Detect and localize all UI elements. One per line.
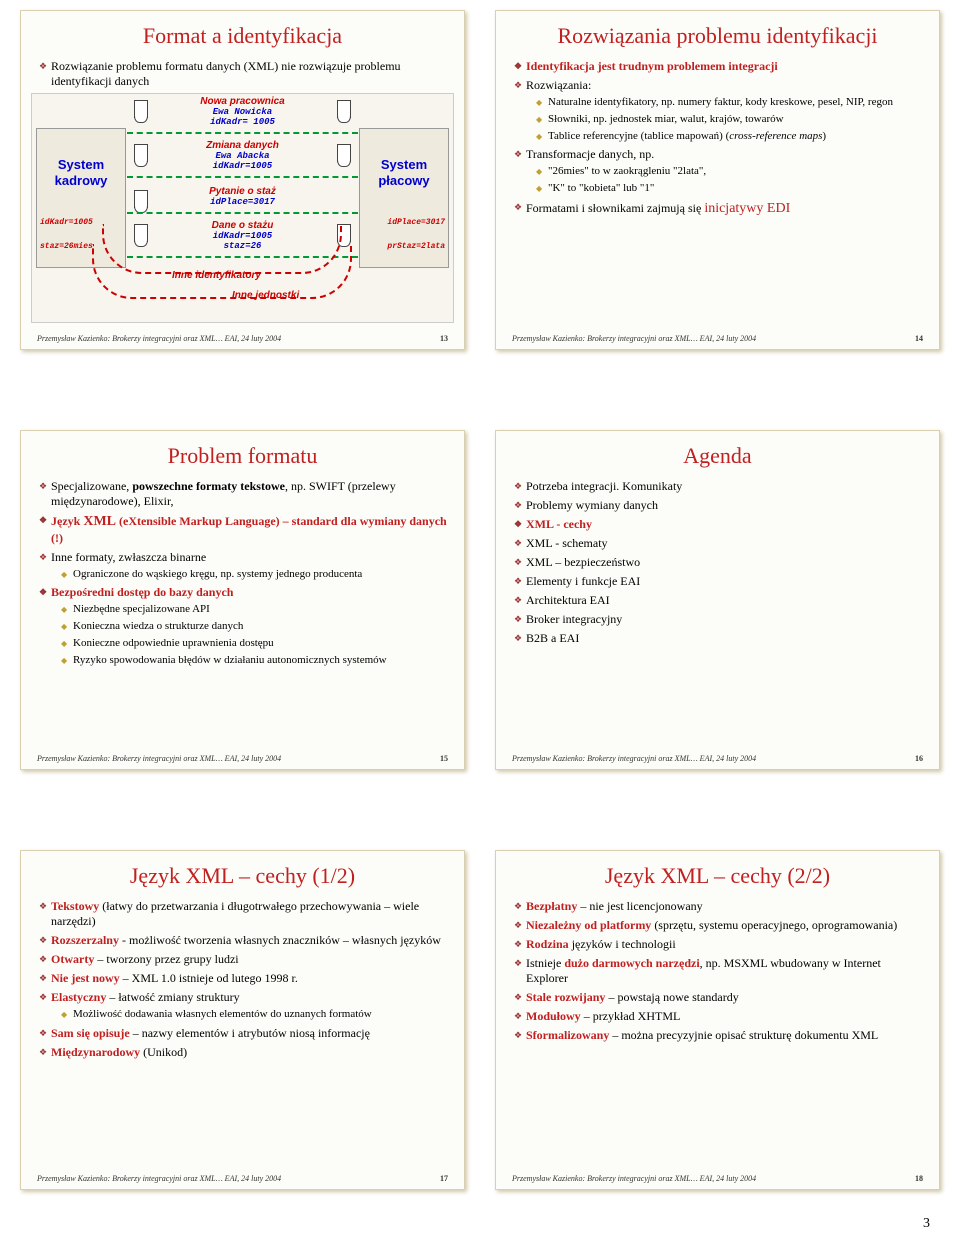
slide-footer: Przemysław Kazienko: Brokerzy integracyj… [37, 1174, 448, 1183]
li: Konieczna wiedza o strukturze danych [73, 620, 448, 634]
li: Formatami i słownikami zajmują się inicj… [526, 200, 923, 218]
li: Sam się opisuje – nazwy elementów i atry… [51, 1026, 448, 1041]
li: Elementy i funkcje EAI [526, 574, 923, 589]
li: Problemy wymiany danych [526, 498, 923, 513]
diagram: Systemkadrowy Systempłacowy Nowa pracown… [31, 93, 454, 323]
slide-footer: Przemysław Kazienko: Brokerzy integracyj… [512, 1174, 923, 1183]
anno-jednostki: Inne jednostki [232, 290, 299, 301]
li: Ryzyko spowodowania błędów w działaniu a… [73, 654, 448, 668]
tag-left-id: idKadr=1005 [40, 218, 93, 227]
li: "26mies" to w zaokrągleniu "2lata", [548, 165, 923, 179]
li: Specjalizowane, powszechne formaty tekst… [51, 479, 448, 509]
li: Możliwość dodawania własnych elementów d… [73, 1008, 448, 1022]
li: Identyfikacja jest trudnym problemem int… [526, 59, 923, 74]
doc-icon [337, 144, 351, 162]
li: Broker integracyjny [526, 612, 923, 627]
slide-16: Agenda Potrzeba integracji. Komunikaty P… [495, 430, 940, 770]
li: Słowniki, np. jednostek miar, walut, kra… [548, 113, 923, 127]
tag-right-id: idPlace=3017 [387, 218, 445, 227]
arrow [127, 176, 358, 178]
slide-footer: Przemysław Kazienko: Brokerzy integracyj… [512, 754, 923, 763]
slide-14: Rozwiązania problemu identyfikacji Ident… [495, 10, 940, 350]
doc-icon [337, 100, 351, 118]
slide-footer: Przemysław Kazienko: Brokerzy integracyj… [37, 754, 448, 763]
li: Konieczne odpowiednie uprawnienia dostęp… [73, 637, 448, 651]
slide-title: Problem formatu [37, 443, 448, 469]
li: B2B a EAI [526, 631, 923, 646]
slide-17: Język XML – cechy (1/2) Tekstowy (łatwy … [20, 850, 465, 1190]
li: Bezpośredni dostęp do bazy danych Niezbę… [51, 585, 448, 667]
li: Otwarty – tworzony przez grupy ludzi [51, 952, 448, 967]
li: Modułowy – przykład XHTML [526, 1009, 923, 1024]
li: Architektura EAI [526, 593, 923, 608]
anno-ident: Inne identyfikatory [172, 270, 261, 281]
li: Rozszerzalny - możliwość tworzenia własn… [51, 933, 448, 948]
li: Tablice referencyjne (tablice mapowań) (… [548, 130, 923, 144]
li: Międzynarodowy (Unikod) [51, 1045, 448, 1060]
arrow [127, 132, 358, 134]
li: Bezpłatny – nie jest licencjonowany [526, 899, 923, 914]
li: Inne formaty, zwłaszcza binarne Ogranicz… [51, 550, 448, 582]
li: Ograniczone do wąskiego kręgu, np. syste… [73, 568, 448, 582]
arrow [127, 212, 358, 214]
li: Niezbędne specjalizowane API [73, 603, 448, 617]
slide-title: Agenda [512, 443, 923, 469]
li: "K" to "kobieta" lub "1" [548, 182, 923, 196]
slide-title: Format a identyfikacja [37, 23, 448, 49]
slide-footer: Przemysław Kazienko: Brokerzy integracyj… [37, 334, 448, 343]
li: Niezależny od platformy (sprzętu, system… [526, 918, 923, 933]
stage-1: Nowa pracownica Ewa Nowicka idKadr= 1005 [132, 96, 353, 127]
intro-text: Rozwiązanie problemu formatu danych (XML… [51, 59, 448, 89]
li: Stale rozwijany – powstają nowe standard… [526, 990, 923, 1005]
slide-18: Język XML – cechy (2/2) Bezpłatny – nie … [495, 850, 940, 1190]
li: Język XML (eXtensible Markup Language) –… [51, 513, 448, 546]
stage-3: Pytanie o staż idPlace=3017 [132, 186, 353, 207]
li: Rozwiązania: Naturalne identyfikatory, n… [526, 78, 923, 143]
li: XML - schematy [526, 536, 923, 551]
slide-title: Rozwiązania problemu identyfikacji [512, 23, 923, 49]
li: Elastyczny – łatwość zmiany struktury Mo… [51, 990, 448, 1022]
li: Tekstowy (łatwy do przetwarzania i długo… [51, 899, 448, 929]
stage-2: Zmiana danych Ewa Abacka idKadr=1005 [132, 140, 353, 171]
slide-title: Język XML – cechy (2/2) [512, 863, 923, 889]
li: Rodzina języków i technologii [526, 937, 923, 952]
li: Nie jest nowy – XML 1.0 istnieje od lute… [51, 971, 448, 986]
tag-right-staz: prStaz=2lata [387, 242, 445, 251]
li: XML – bezpieczeństwo [526, 555, 923, 570]
li: Transformacje danych, np. "26mies" to w … [526, 147, 923, 196]
li: Istnieje dużo darmowych narzędzi, np. MS… [526, 956, 923, 986]
li: XML - cechy [526, 517, 923, 532]
slide-title: Język XML – cechy (1/2) [37, 863, 448, 889]
tag-left-staz: staz=26mies [40, 242, 93, 251]
slide-13: Format a identyfikacja Rozwiązanie probl… [20, 10, 465, 350]
li: Sformalizowany – można precyzyjnie opisa… [526, 1028, 923, 1043]
slide-footer: Przemysław Kazienko: Brokerzy integracyj… [512, 334, 923, 343]
slide-15: Problem formatu Specjalizowane, powszech… [20, 430, 465, 770]
li: Naturalne identyfikatory, np. numery fak… [548, 96, 923, 110]
page-number: 3 [923, 1216, 930, 1232]
li: Potrzeba integracji. Komunikaty [526, 479, 923, 494]
